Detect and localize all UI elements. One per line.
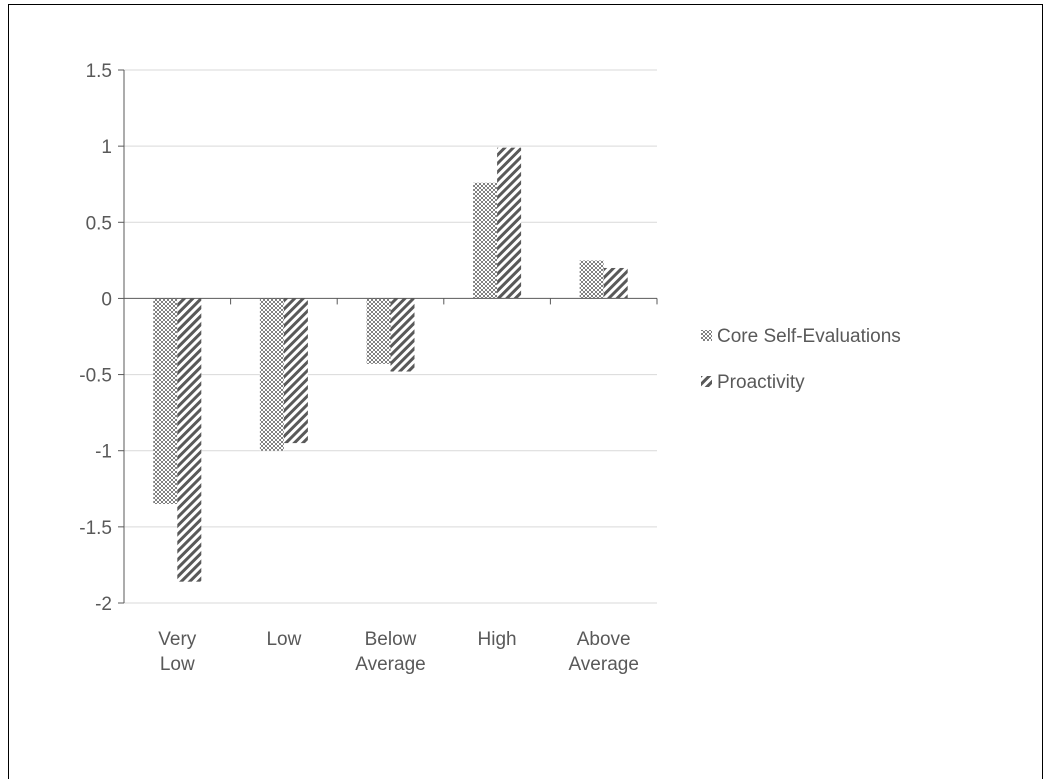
- bar-core-self-evaluations-4: [579, 260, 604, 299]
- y-tick-label: -0.5: [79, 366, 112, 387]
- x-category-label: Above: [577, 629, 631, 650]
- x-category-label: Average: [355, 654, 425, 675]
- y-tick-labels: 1.5 1 0.5 0 -0.5 -1 -1.5 -2: [79, 61, 112, 615]
- bar-proactivity-2: [390, 298, 415, 372]
- legend-label: Core Self-Evaluations: [717, 326, 901, 347]
- y-tick-label: -2: [95, 594, 112, 615]
- x-category-label: High: [478, 629, 517, 650]
- bar-proactivity-4: [603, 267, 628, 299]
- bar-proactivity-1: [283, 298, 308, 444]
- gridlines: [124, 69, 657, 604]
- legend: Core Self-Evaluations Proactivity: [701, 326, 901, 393]
- y-tick-label: 1: [101, 137, 112, 158]
- y-tick-label: -1.5: [79, 518, 112, 539]
- bar-proactivity-3: [497, 147, 522, 299]
- x-category-label: Very: [158, 629, 197, 650]
- x-category-label: Low: [160, 654, 195, 675]
- x-category-label: Low: [266, 629, 301, 650]
- x-category-label: Below: [365, 629, 417, 650]
- legend-swatch-dots: [701, 330, 712, 341]
- bar-chart: 1.5 1 0.5 0 -0.5 -1 -1.5 -2 Very Low Low Below Aver…: [79, 61, 901, 675]
- bar-core-self-evaluations-3: [473, 182, 498, 299]
- x-category-label: Average: [568, 654, 638, 675]
- legend-label: Proactivity: [717, 372, 805, 393]
- chart-frame: 1.5 1 0.5 0 -0.5 -1 -1.5 -2 Very Low Low Below Aver…: [8, 4, 1043, 779]
- bar-core-self-evaluations-0: [153, 298, 178, 505]
- bar-core-self-evaluations-2: [366, 298, 391, 364]
- y-tick-label: 1.5: [86, 61, 112, 82]
- axes: [118, 69, 658, 604]
- bars: [153, 147, 628, 582]
- legend-swatch-stripes: [701, 376, 712, 387]
- x-category-labels: Very Low Low Below Average High Above Average: [158, 629, 639, 675]
- y-tick-label: -1: [95, 442, 112, 463]
- bar-core-self-evaluations-1: [259, 298, 284, 451]
- y-tick-label: 0: [101, 289, 112, 310]
- bar-proactivity-0: [177, 298, 202, 582]
- y-tick-label: 0.5: [86, 213, 112, 234]
